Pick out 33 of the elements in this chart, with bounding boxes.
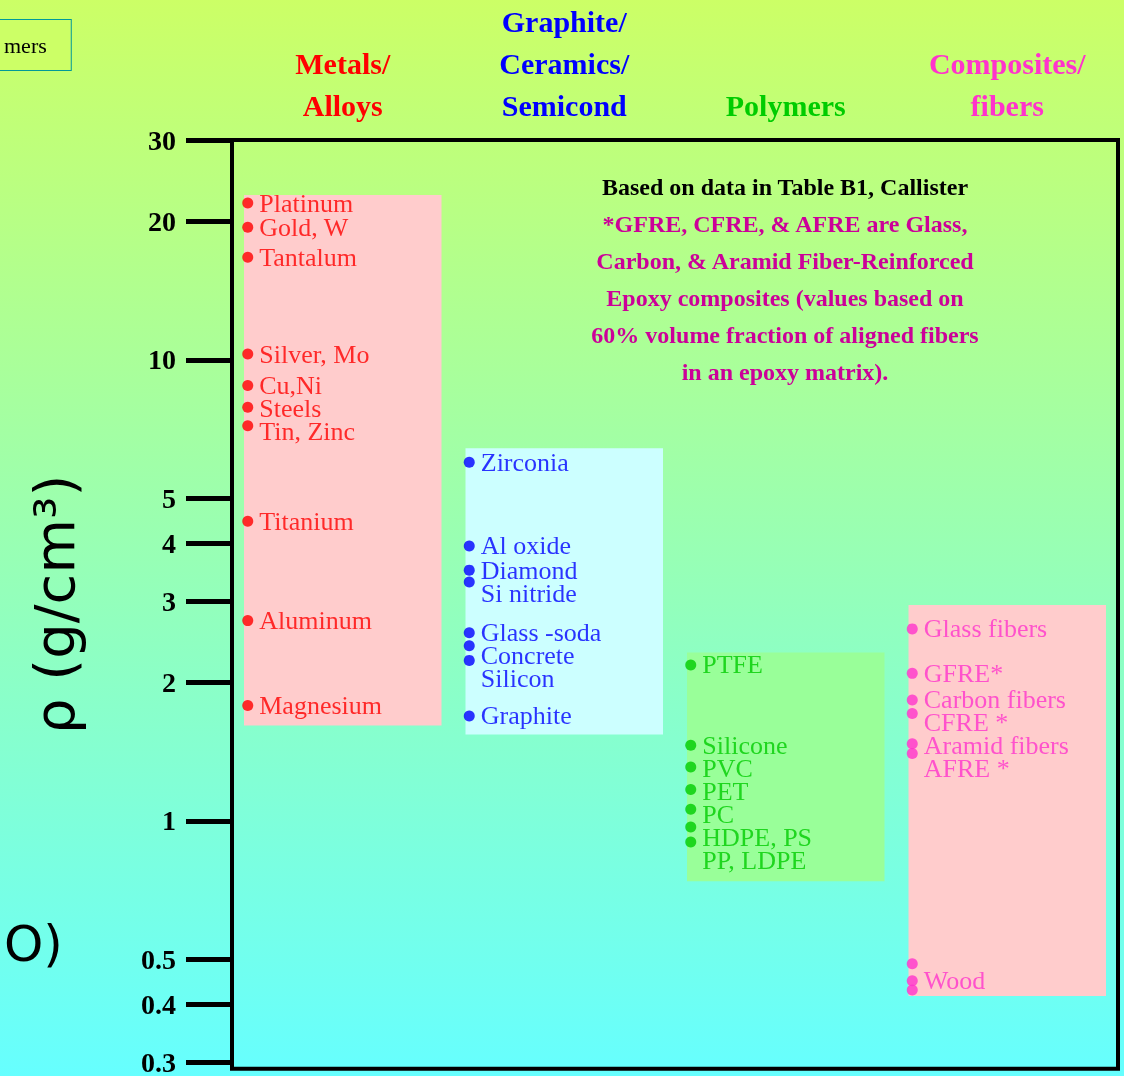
data-label: Wood <box>923 966 986 996</box>
data-label: Graphite <box>480 701 572 731</box>
data-label: Cu,Ni <box>259 371 323 401</box>
data-label: Magnesium <box>259 691 383 721</box>
y-tick-label: 0.5 <box>141 944 176 976</box>
data-label: Tin, Zinc <box>259 417 356 447</box>
y-tick-label: 0.3 <box>141 1046 176 1076</box>
y-tick-label: 5 <box>162 483 176 515</box>
data-label: Titanium <box>259 506 354 536</box>
y-tick-label: 3 <box>162 585 176 617</box>
y-tick-label: 10 <box>148 344 176 376</box>
y-tick-label: 20 <box>148 205 176 237</box>
annotation: *GFRE, CFRE, & AFRE are Glass, Carbon, & Aramid Fiber-Reinforced Epoxy composites (values based on 60% volume fraction of aligned fibers in an epoxy matrix). <box>591 210 979 386</box>
data-label: GFRE* <box>923 658 1004 688</box>
y-tick-label: 0.4 <box>141 988 176 1020</box>
data-label: Zirconia <box>480 447 570 477</box>
text: mers <box>4 32 47 58</box>
text: O) <box>4 914 63 973</box>
y-tick-label: 30 <box>148 124 176 156</box>
y-tick-label: 4 <box>162 527 176 559</box>
x-tick-label: Graphite/ Ceramics/ Semicond <box>499 4 630 122</box>
x-tick-label: Polymers <box>725 88 846 122</box>
data-label: Aluminum <box>259 606 372 636</box>
annotation: Based on data in Table B1, Callister <box>601 173 969 200</box>
x-tick-label: Metals/ Alloys <box>295 46 391 122</box>
y-tick-label: 2 <box>162 666 176 698</box>
x-tick-label: Composites/ fibers <box>928 46 1087 122</box>
data-label: Glass fibers <box>923 614 1048 644</box>
data-label: PTFE <box>702 650 763 680</box>
y-tick-label: 1 <box>162 805 176 837</box>
data-label: Tantalum <box>259 242 358 272</box>
data-label: Silver, Mo <box>259 339 370 369</box>
y-axis-title: ρ (g/cm³) <box>21 474 87 735</box>
